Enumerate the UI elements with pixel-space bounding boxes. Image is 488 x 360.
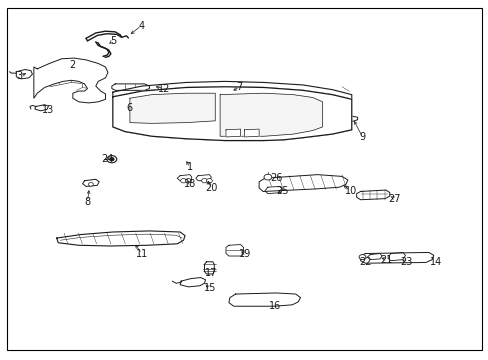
Text: 9: 9 (359, 132, 365, 142)
Polygon shape (82, 179, 99, 186)
Text: 4: 4 (138, 21, 144, 31)
Polygon shape (259, 175, 347, 192)
Text: 8: 8 (84, 197, 90, 207)
Text: 7: 7 (236, 82, 242, 92)
Circle shape (358, 255, 365, 260)
Polygon shape (225, 129, 240, 137)
Polygon shape (264, 186, 282, 194)
Text: 1: 1 (186, 162, 193, 172)
Text: 3: 3 (16, 71, 22, 81)
Polygon shape (204, 262, 214, 274)
Text: 23: 23 (399, 257, 412, 267)
Polygon shape (180, 278, 205, 287)
Text: 19: 19 (239, 248, 251, 258)
Text: 25: 25 (276, 186, 288, 197)
Text: 6: 6 (126, 103, 133, 113)
Polygon shape (130, 93, 215, 123)
Polygon shape (112, 84, 149, 90)
Polygon shape (34, 58, 108, 103)
Text: 11: 11 (136, 248, 148, 258)
Polygon shape (35, 105, 48, 111)
Circle shape (88, 183, 93, 186)
Text: 17: 17 (205, 268, 217, 278)
Text: 13: 13 (42, 105, 55, 115)
Polygon shape (339, 116, 357, 122)
Circle shape (107, 156, 117, 163)
Circle shape (206, 179, 212, 183)
Polygon shape (57, 231, 184, 246)
Circle shape (201, 179, 207, 183)
Text: 24: 24 (101, 154, 113, 164)
Circle shape (185, 179, 191, 183)
Polygon shape (16, 69, 32, 79)
Text: 27: 27 (387, 194, 400, 204)
Circle shape (264, 174, 271, 180)
Polygon shape (177, 175, 191, 181)
Polygon shape (220, 93, 322, 136)
Text: 16: 16 (268, 301, 280, 311)
Text: 10: 10 (344, 186, 356, 196)
Polygon shape (122, 99, 133, 107)
Polygon shape (113, 87, 351, 140)
Polygon shape (360, 252, 433, 263)
Polygon shape (228, 293, 300, 306)
Polygon shape (225, 244, 243, 256)
Polygon shape (387, 252, 405, 261)
Text: 20: 20 (205, 183, 217, 193)
Circle shape (180, 179, 186, 183)
Polygon shape (356, 190, 389, 200)
Text: 22: 22 (359, 257, 371, 267)
Text: 2: 2 (70, 60, 76, 70)
Text: 12: 12 (158, 84, 170, 94)
Circle shape (110, 158, 114, 161)
Polygon shape (366, 253, 381, 260)
Text: 18: 18 (183, 179, 196, 189)
Polygon shape (113, 81, 351, 99)
Text: 15: 15 (204, 283, 216, 293)
Text: 5: 5 (109, 36, 116, 46)
Polygon shape (195, 175, 211, 181)
Text: 14: 14 (428, 257, 441, 267)
Text: 21: 21 (380, 255, 392, 265)
Polygon shape (244, 129, 259, 137)
Text: 26: 26 (269, 173, 282, 183)
